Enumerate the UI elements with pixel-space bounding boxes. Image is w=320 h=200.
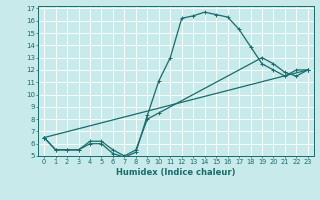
X-axis label: Humidex (Indice chaleur): Humidex (Indice chaleur): [116, 168, 236, 177]
